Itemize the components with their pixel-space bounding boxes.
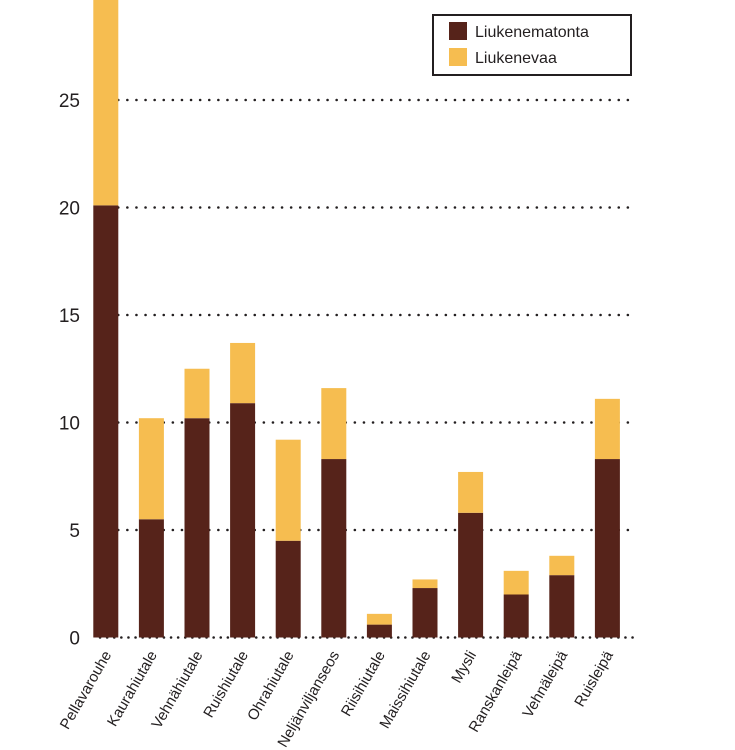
bar-liukenevaa-8	[458, 471, 484, 513]
bar-liukenevaa-11	[594, 398, 620, 460]
bar-liukenevaa-9	[503, 570, 529, 595]
x-category-label-4: Ohrahiutale	[244, 648, 298, 724]
bar-liukenevaa-3	[230, 342, 256, 404]
y-axis-tick-labels: 0 5 10 15 20 25 30	[59, 0, 80, 650]
bar-liukenematonta-11	[594, 459, 620, 638]
bar-liukenevaa-10	[549, 555, 575, 576]
bar-liukenevaa-2	[184, 368, 210, 419]
bar-liukenevaa-5	[321, 388, 347, 460]
legend-label-liukenematonta: Liukenematonta	[475, 24, 589, 41]
y-tick-label-15: 15	[59, 306, 80, 327]
legend: Liukenematonta Liukenevaa	[432, 14, 632, 76]
bars	[93, 0, 620, 638]
y-tick-label-0: 0	[69, 629, 80, 650]
bar-liukenevaa-7	[412, 579, 438, 589]
legend-label-liukenevaa: Liukenevaa	[475, 50, 557, 67]
y-tick-label-10: 10	[59, 414, 80, 435]
bar-liukenevaa-6	[366, 613, 392, 625]
y-tick-label-20: 20	[59, 199, 80, 220]
bar-liukenevaa-0	[93, 0, 119, 206]
gridlines	[98, 98, 637, 639]
bar-liukenevaa-1	[138, 418, 164, 520]
bar-liukenematonta-1	[138, 519, 164, 638]
bar-liukenematonta-3	[230, 403, 256, 638]
bar-liukenevaa-4	[275, 439, 301, 541]
bar-liukenematonta-4	[275, 540, 301, 638]
bar-liukenematonta-5	[321, 459, 347, 638]
y-tick-label-5: 5	[69, 521, 80, 542]
bar-liukenematonta-2	[184, 418, 210, 638]
y-tick-label-30: 30	[59, 0, 80, 5]
x-category-label-8: Mysli	[448, 648, 480, 686]
bar-liukenematonta-10	[549, 575, 575, 638]
x-category-label-11: Ruisleipä	[571, 647, 617, 710]
legend-swatch-liukenevaa	[449, 48, 467, 66]
x-category-label-6: Riisihiutale	[338, 648, 389, 719]
y-tick-label-25: 25	[59, 91, 80, 112]
x-axis-category-labels: PellavarouheKaurahiutaleVehnähiutaleRuis…	[57, 647, 617, 750]
x-category-label-10: Vehnäleipä	[519, 647, 571, 720]
bar-liukenematonta-0	[93, 205, 119, 638]
bar-liukenematonta-8	[458, 512, 484, 638]
bar-liukenematonta-7	[412, 588, 438, 638]
bar-liukenematonta-6	[366, 624, 392, 638]
bar-liukenematonta-9	[503, 594, 529, 638]
x-category-label-3: Ruishiutale	[200, 648, 252, 721]
legend-swatch-liukenematonta	[449, 22, 467, 40]
